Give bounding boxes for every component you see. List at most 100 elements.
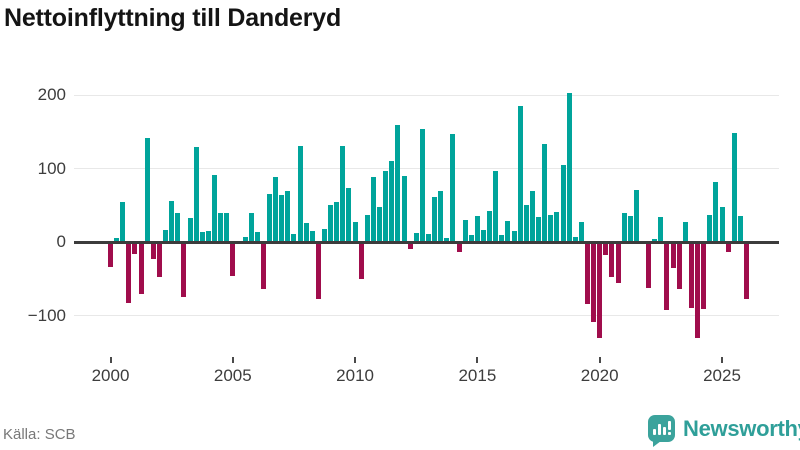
bar [328,205,334,243]
bar [383,170,389,242]
bar [297,146,303,242]
bar [364,214,370,242]
bar [737,215,743,242]
bar [309,231,315,242]
x-tick-label: 2015 [458,366,497,385]
bar [603,242,609,256]
bar [218,212,224,242]
bar [419,128,425,242]
y-tick-label: −100 [27,305,66,325]
bar [591,242,597,323]
bar [743,242,749,299]
speech-bubble-tail [653,441,661,447]
icon-bar-small [653,429,656,435]
bar [358,242,364,279]
bar [523,205,529,243]
bar [456,242,462,253]
bar [114,237,120,242]
bar [511,231,517,242]
x-tick [476,357,479,363]
bar [707,214,713,242]
bar [432,197,438,242]
bar [120,201,126,242]
y-tick-label: 0 [56,232,66,251]
bar [578,222,584,242]
bar [169,200,175,242]
x-tick-label: 2020 [580,366,619,385]
newsworthy-wordmark: Newsworthy [683,415,800,441]
bar [462,219,468,242]
bar [224,212,230,242]
bar [670,242,676,268]
x-tick-label: 2025 [703,366,741,385]
bar [713,181,719,242]
bar [487,211,493,242]
icon-bar-tall [658,424,661,435]
bar [413,233,419,242]
bar [731,133,737,242]
bar [646,242,652,288]
bar [199,232,205,242]
bar [688,242,694,309]
source-caption: Källa: SCB [3,426,76,443]
bar [156,242,162,278]
bar [536,217,542,242]
bar [395,125,401,242]
bar [615,242,621,284]
bar [285,190,291,242]
bar [474,215,480,242]
bar [695,242,701,338]
bar [175,212,181,242]
bar [187,217,193,242]
bar [493,171,499,242]
bar [260,242,266,289]
bar [542,144,548,242]
bar [303,222,309,242]
bar [254,232,260,242]
bar [517,106,523,242]
x-tick-label: 2005 [213,366,252,385]
bar [211,175,217,242]
bar [425,233,431,242]
x-tick [109,357,112,363]
bar [401,175,407,242]
x-tick [231,357,234,363]
bar [584,242,590,304]
bar [230,242,236,276]
zero-baseline [74,241,779,244]
bar [682,222,688,242]
bar [248,212,254,242]
gridline-y100 [74,168,779,169]
bar [132,242,138,254]
bar [444,238,450,242]
bar [505,221,511,242]
bar [138,242,144,295]
bar [181,242,187,298]
bar [334,202,340,242]
bar [242,236,248,242]
bar [652,239,658,242]
newsworthy-logo[interactable]: Newsworthy [648,413,800,447]
bar [609,242,615,278]
bar [597,242,603,339]
bar [658,217,664,242]
bar [377,206,383,242]
bar [273,177,279,242]
bar [346,188,352,242]
icon-exclamation-bar [668,421,671,430]
bar [450,134,456,242]
bar [389,161,395,242]
x-tick-label: 2000 [91,366,130,385]
bar [719,206,725,242]
bar [193,147,199,242]
bar [266,194,272,242]
bar [407,242,413,250]
bar [548,214,554,242]
bar [621,212,627,242]
bar [701,242,707,309]
icon-bar-medium [663,427,666,435]
bar [144,137,150,242]
bar [676,242,682,289]
y-tick-label: 100 [37,158,66,178]
bar [566,92,572,242]
